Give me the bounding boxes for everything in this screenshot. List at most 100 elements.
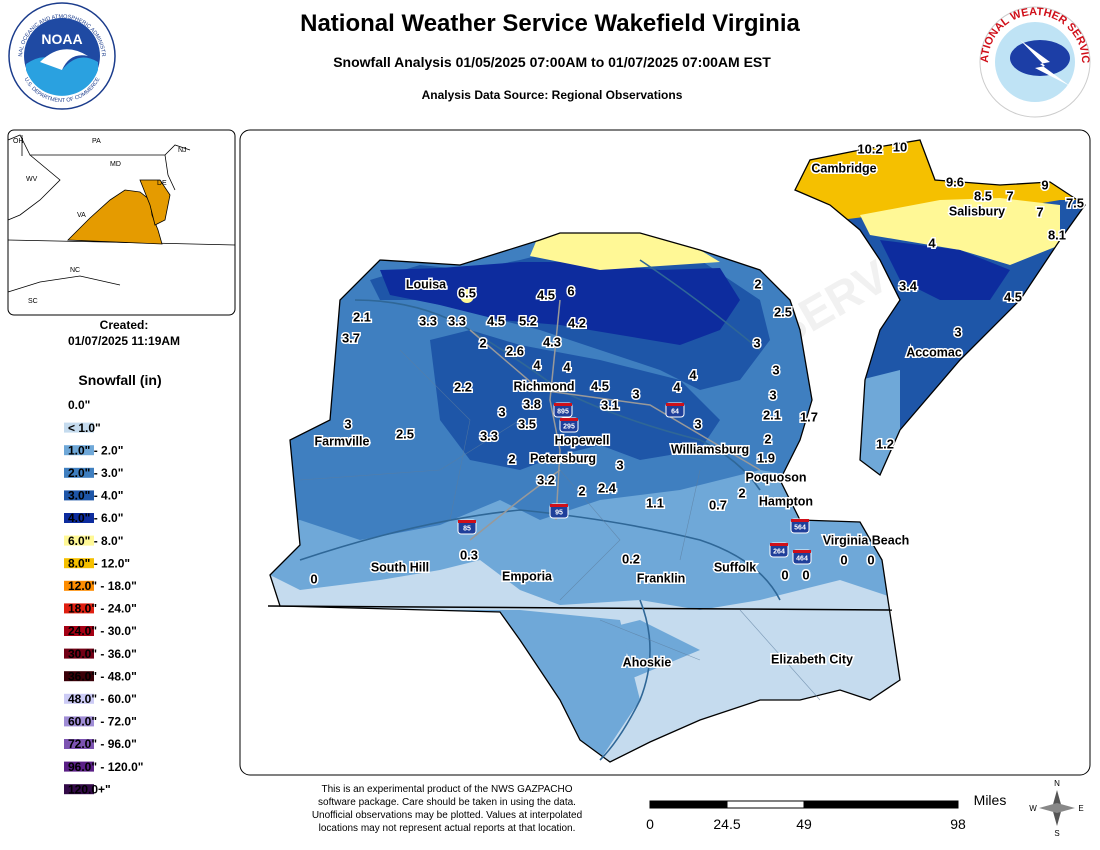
legend-swatch <box>64 400 94 410</box>
scale-tick-label: 98 <box>950 816 966 832</box>
scale-segment <box>649 800 728 809</box>
virginia-region <box>67 189 163 245</box>
noaa-logo: NOAA NATIONAL OCEANIC AND ATMOSPHERIC AD… <box>0 0 116 110</box>
snowfall-report: 2 <box>738 485 745 500</box>
scale-tick-label: 0 <box>646 816 654 832</box>
highways <box>469 299 761 541</box>
legend-label: 8.0" - 12.0" <box>68 556 130 570</box>
snowfall-report: 3.1 <box>601 397 619 412</box>
snowfall-report: 3 <box>632 386 639 401</box>
city-label: South Hill <box>371 560 429 574</box>
snowfall-report: 3.3 <box>448 313 466 328</box>
snowfall-report: 2 <box>578 483 585 498</box>
snowfall-report: 3.7 <box>342 330 360 345</box>
area-outline <box>269 232 901 763</box>
snowfall-report: 2.5 <box>774 304 792 319</box>
legend-swatch <box>64 513 94 523</box>
compass-n: N <box>1054 779 1060 788</box>
city-label: Farmville <box>315 434 370 448</box>
legend-swatch <box>64 580 94 591</box>
snowfall-report: 4.5 <box>487 313 505 328</box>
legend-label: 4.0" - 6.0" <box>68 511 123 525</box>
legend-label: 3.0" - 4.0" <box>68 489 123 503</box>
snowfall-report: 2.5 <box>396 426 414 441</box>
state-line <box>7 275 121 293</box>
legend-swatch <box>64 716 94 727</box>
snowfall-report: 1.7 <box>800 409 818 424</box>
legend-swatch <box>64 490 94 501</box>
inset-state: MD <box>110 161 121 168</box>
city-label: Hampton <box>759 494 813 508</box>
legend-swatch <box>64 626 94 636</box>
snowfall-report: 0 <box>310 571 317 586</box>
snowfall-report: 1.9 <box>757 450 775 465</box>
snowfall-report: 6.5 <box>458 285 476 300</box>
legend-swatch <box>64 535 94 546</box>
legend-label: 12.0" - 18.0" <box>68 579 137 593</box>
shore-outline <box>794 139 1086 477</box>
city-label: Franklin <box>637 571 686 585</box>
snowfall-report: 3 <box>344 416 351 431</box>
disclaimer: software package. Care should be taken i… <box>318 797 576 808</box>
city-label: Louisa <box>406 277 447 291</box>
snowfall-report: 2 <box>479 335 486 350</box>
city-label: Williamsburg <box>671 442 749 456</box>
snowfall-report: 3.8 <box>523 396 541 411</box>
legend-label: 2.0" - 3.0" <box>68 466 123 480</box>
snowfall-report: 0.2 <box>622 551 640 566</box>
river <box>599 599 651 761</box>
snowfall-report: 0 <box>840 552 847 567</box>
snowfall-report: 3.4 <box>899 278 918 293</box>
interstate-band <box>550 504 568 507</box>
legend-swatch <box>64 671 94 682</box>
logo-wave <box>26 57 98 96</box>
shade-6-8 <box>460 289 474 303</box>
snowfall-report: 3 <box>753 335 760 350</box>
legend-label: 120.0+" <box>68 782 111 796</box>
state-border <box>267 605 893 611</box>
inset-state: VA <box>77 212 86 219</box>
interstate-band <box>770 543 788 546</box>
legend-label: 0.0" <box>68 398 90 412</box>
legend-label: 24.0" - 30.0" <box>68 624 137 638</box>
snowfall-report: 4.5 <box>591 378 609 393</box>
snowfall-report: 9.6 <box>946 174 964 189</box>
logo-text: NOAA <box>41 31 82 47</box>
snowfall-report: 7 <box>1036 204 1043 219</box>
city-label: Salisbury <box>949 204 1005 218</box>
title: National Weather Service Wakefield Virgi… <box>300 10 800 37</box>
scale-segment <box>726 800 805 809</box>
legend-swatch <box>64 693 94 704</box>
city-label: Accomac <box>906 345 962 359</box>
disclaimer: Unofficial observations may be plotted. … <box>312 810 582 821</box>
inset-state: DE <box>157 180 167 187</box>
map-labels: 895295648595564264464CambridgeSalisburyA… <box>309 138 1086 671</box>
snowfall-report: 10 <box>893 139 907 154</box>
compass-w: W <box>1029 804 1037 813</box>
snowfall-report: 4.3 <box>543 334 561 349</box>
snowfall-report: 3 <box>769 387 776 402</box>
inset-state: WV <box>26 176 38 183</box>
interstate-number: 264 <box>773 548 785 555</box>
city-label: Ahoskie <box>623 655 672 669</box>
legend-label: 36.0" - 48.0" <box>68 669 137 683</box>
legend-swatch <box>64 467 94 478</box>
snowfall-report: 9 <box>1041 177 1048 192</box>
scale-bar: 0 24.5 49 98 <box>646 800 966 832</box>
snowfall-report: 3.3 <box>480 428 498 443</box>
shade-1-2 <box>520 610 640 760</box>
legend-label: 96.0" - 120.0" <box>68 760 143 774</box>
interstate-band <box>458 520 476 523</box>
snowfall-report: 3 <box>616 457 623 472</box>
river <box>299 509 781 601</box>
interstate-number: 85 <box>463 525 471 532</box>
city-label: Emporia <box>502 569 553 583</box>
inset-state: NJ <box>178 147 187 154</box>
interstate-band <box>793 550 811 553</box>
scale-unit: Miles <box>974 792 1007 808</box>
state-line <box>7 154 61 221</box>
compass-s: S <box>1054 829 1059 838</box>
scale-tick-label: 24.5 <box>713 816 740 832</box>
snowfall-report: 0 <box>867 552 874 567</box>
